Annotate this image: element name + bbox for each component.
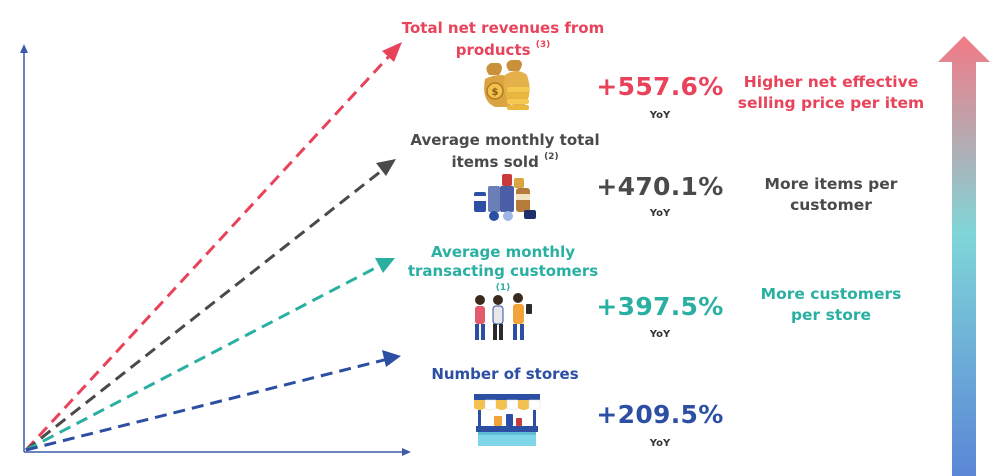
items-sold-yoy-label: YoY [649,208,671,219]
customers-change-value: +397.5% [596,292,724,321]
teal-growth-arrow [25,258,395,452]
customers-yoy-label: YoY [649,329,671,340]
red-growth-arrow [24,42,402,452]
axes [20,44,411,456]
items-sold-change-value: +470.1% [596,172,724,201]
customers-icon [475,293,532,340]
stores-yoy-label: YoY [649,438,671,449]
svg-text:$: $ [492,87,499,98]
metric-title-items-sold: Average monthly total items sold (2) [410,131,600,171]
metric-title-customers: Average monthly transacting customers (1… [407,243,599,293]
driver-net-effective-price: Higher net effective selling price per i… [737,73,925,112]
revenue-change-value: +557.6% [596,72,724,101]
products-icon [474,174,536,221]
revenue-yoy-label: YoY [649,110,671,121]
blue-growth-arrow [25,350,401,452]
driver-customers-per-store: More customers per store [760,285,902,324]
metric-title-revenue: Total net revenues from products (3) [401,19,605,59]
metric-title-stores: Number of stores [431,365,579,383]
big-gradient-arrow [938,36,990,476]
stores-change-value: +209.5% [596,400,724,429]
coins-money-bag-icon: $ [484,60,530,110]
gray-growth-arrow [25,159,396,452]
store-icon [474,394,541,446]
driver-items-per-customer: More items per customer [764,175,898,214]
